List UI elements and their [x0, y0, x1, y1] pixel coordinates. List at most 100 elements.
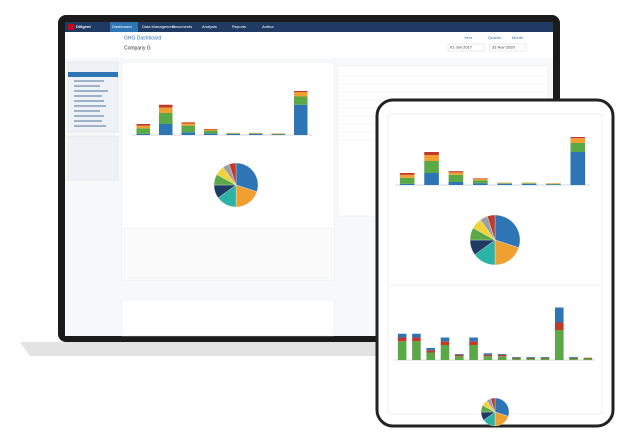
bar-segment	[512, 357, 521, 358]
bar-segment	[271, 133, 285, 134]
bar-segment	[526, 358, 535, 360]
logo: Diligent	[76, 24, 91, 29]
pie-slice	[490, 397, 496, 413]
bar-segment	[540, 358, 550, 360]
bar-segment	[397, 333, 407, 338]
bar-segment	[497, 354, 507, 355]
tree-selected[interactable]	[68, 72, 118, 77]
bar-segment	[412, 337, 421, 342]
bar-segment	[159, 104, 173, 108]
bar-segment	[546, 183, 561, 184]
bar-segment	[546, 184, 561, 185]
bar-segment	[271, 133, 285, 135]
bar-segment	[497, 183, 512, 185]
bar-segment	[540, 357, 550, 359]
nav-item[interactable]: Data Management	[142, 24, 176, 29]
bar-segment	[136, 124, 150, 126]
bar-segment	[497, 354, 507, 357]
bar-segment	[540, 357, 550, 358]
filter-panel	[67, 135, 119, 181]
bar-segment	[469, 341, 478, 345]
bar-segment	[497, 182, 512, 184]
bar-segment	[249, 132, 263, 134]
bar-segment	[136, 133, 150, 135]
nav-item[interactable]: Analysis	[202, 24, 217, 29]
bar-segment	[181, 132, 195, 135]
bar-segment	[546, 183, 561, 185]
lower-panel	[121, 299, 335, 337]
bar-segment	[226, 133, 240, 135]
bar-segment	[512, 358, 521, 360]
bar-segment	[569, 357, 578, 359]
nav-item[interactable]: Documents	[172, 24, 192, 29]
bar-segment	[424, 152, 439, 155]
bar-segment	[440, 345, 450, 360]
bar-segment	[448, 174, 464, 182]
bar-segment	[526, 357, 535, 359]
bar-segment	[570, 137, 586, 139]
pie-slice	[494, 214, 521, 248]
page-title: GHG Dashboard	[124, 35, 161, 41]
bar-segment	[473, 183, 488, 185]
bar-segment	[469, 345, 478, 360]
bar-segment	[473, 178, 488, 179]
bar-segment	[473, 179, 488, 181]
bar-segment	[249, 133, 263, 135]
pie-slice	[235, 162, 259, 192]
period[interactable]: Year	[464, 35, 473, 40]
bar-segment	[448, 172, 464, 175]
nav-item[interactable]: Dashboard	[112, 24, 132, 29]
bar-segment	[569, 358, 578, 360]
bar-segment	[181, 122, 195, 124]
period[interactable]: Month	[512, 35, 523, 40]
period-toggle[interactable]: Year Quarter Month	[464, 35, 523, 40]
nav-bar	[65, 22, 553, 32]
company: Company G	[124, 45, 151, 51]
bar-segment	[226, 133, 240, 134]
bar-segment	[555, 322, 564, 330]
nav-item[interactable]: Reports	[232, 24, 246, 29]
bar-segment	[226, 132, 240, 134]
bar-segment	[181, 125, 195, 133]
bar-segment	[159, 107, 173, 113]
bar-segment	[521, 183, 537, 184]
nav-active[interactable]	[110, 22, 138, 32]
bar-segment	[397, 341, 407, 360]
bar-segment	[294, 91, 308, 93]
bar-segment	[455, 354, 464, 355]
bar-segment	[483, 356, 493, 360]
bar-segment	[294, 96, 308, 105]
bar-segment	[204, 129, 218, 131]
bar-segment	[204, 128, 218, 130]
bar-segment	[271, 134, 285, 135]
bar-segment	[440, 341, 450, 345]
logo-icon	[68, 24, 74, 30]
bar-segment	[412, 341, 421, 360]
bar-segment	[136, 128, 150, 134]
period[interactable]: Quarter	[488, 35, 502, 40]
bar-segment	[473, 180, 488, 184]
date-to: 31 Nov 2020	[492, 45, 515, 50]
date-from-box[interactable]	[447, 43, 485, 52]
bar-segment	[136, 125, 150, 129]
bar-segment	[570, 138, 586, 143]
bar-segment	[426, 350, 435, 353]
bar-segment	[583, 357, 593, 359]
bar-segment	[204, 130, 218, 134]
date-to-box[interactable]	[489, 43, 527, 52]
bar-segment	[497, 356, 507, 360]
bar-segment	[448, 171, 464, 173]
date-from: 01 Jan 2017	[450, 45, 473, 50]
bar-segment	[455, 354, 464, 357]
bar-segment	[555, 330, 564, 360]
bar-segment	[526, 357, 535, 358]
bar-segment	[399, 173, 415, 175]
pie-slice	[494, 397, 510, 417]
bar-segment	[521, 183, 537, 185]
pie-slice	[487, 214, 496, 241]
nav-item[interactable]: Author	[262, 24, 274, 29]
bar-segment	[469, 337, 478, 342]
summary-table	[123, 227, 333, 279]
bar-segment	[181, 123, 195, 126]
